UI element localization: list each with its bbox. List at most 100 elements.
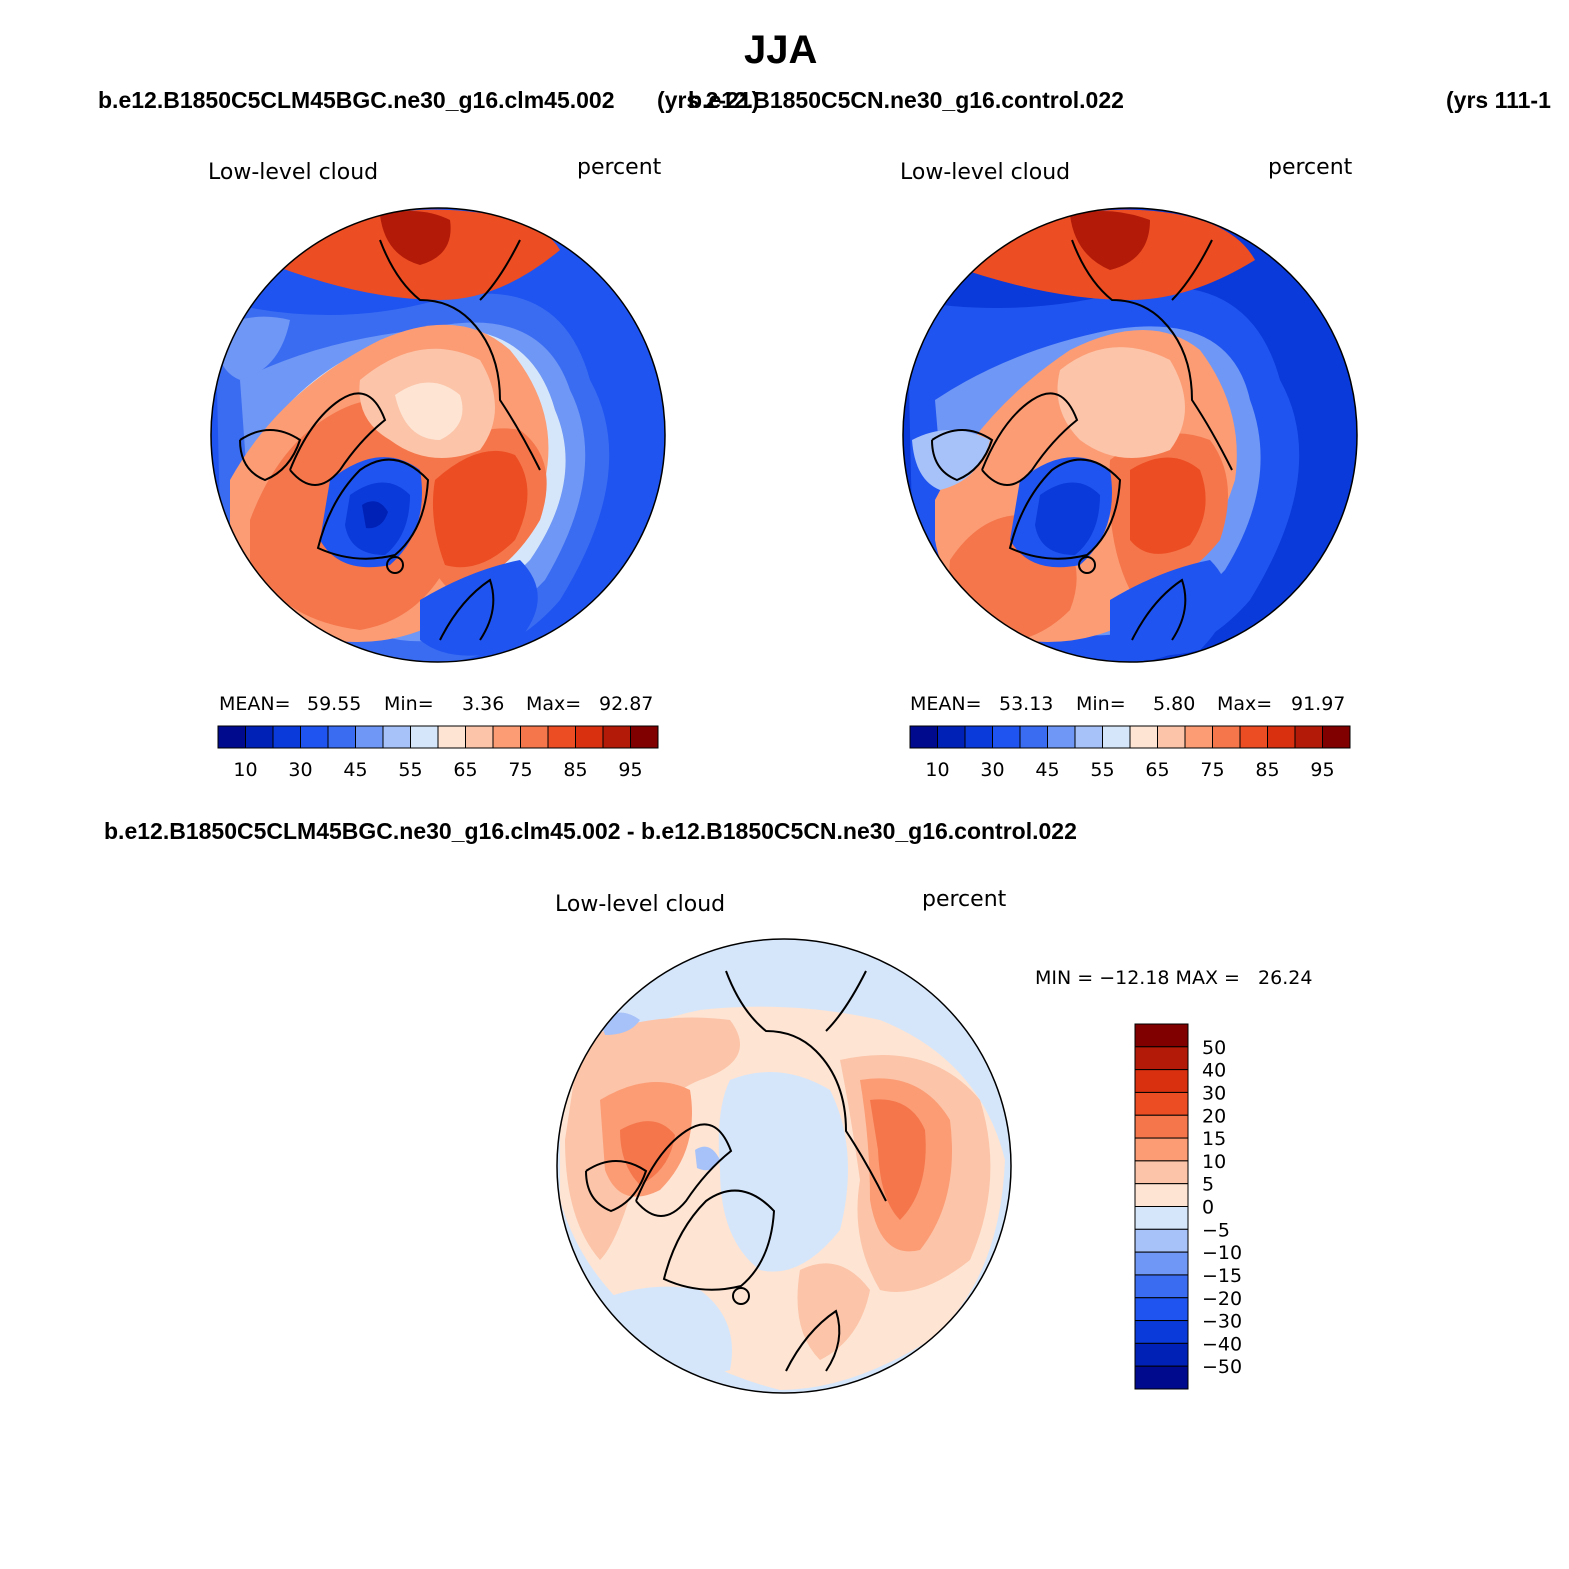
panel2-map-border bbox=[902, 207, 1358, 663]
panel3-colorbar-tick-label: 0 bbox=[1202, 1197, 1214, 1219]
panel2-max-label: Max= bbox=[1217, 693, 1273, 715]
panel2-colorbar-box bbox=[1129, 725, 1158, 749]
coastline bbox=[1071, 239, 1233, 471]
coastline bbox=[316, 458, 430, 560]
panel2-colorbar-box bbox=[909, 725, 938, 749]
panel2-colorbar-box bbox=[937, 725, 966, 749]
panel2-colorbar-tick-label: 30 bbox=[980, 759, 1004, 781]
panel1-colorbar-box bbox=[465, 725, 494, 749]
panel2-colorbar-box bbox=[1294, 725, 1323, 749]
panel1-colorbar-box bbox=[272, 725, 301, 749]
panel3-coastlines bbox=[585, 970, 887, 1372]
coastline bbox=[725, 970, 887, 1202]
panel3-units-label: percent bbox=[922, 887, 1007, 912]
panel2-colorbar-box bbox=[1047, 725, 1076, 749]
panel3-map-border bbox=[556, 938, 1012, 1394]
panel1-colorbar-box bbox=[355, 725, 384, 749]
coastline bbox=[439, 578, 495, 641]
panel2-mean-label: MEAN= bbox=[910, 693, 982, 715]
panel1-colorbar-tick-label: 10 bbox=[233, 759, 257, 781]
coastline bbox=[1008, 458, 1122, 560]
panel2-field-contour bbox=[1070, 211, 1150, 270]
coastline bbox=[289, 392, 387, 486]
panel1-field-contour bbox=[380, 211, 451, 265]
panel3-colorbar-tick-label: −20 bbox=[1202, 1288, 1242, 1310]
panel1-colorbar: 10 30 45 55 65 75 85 95 bbox=[217, 725, 659, 781]
panel1-variable-label: Low-level cloud bbox=[208, 160, 379, 185]
panel3-variable-label: Low-level cloud bbox=[555, 892, 726, 917]
panel1-colorbar-tick-label: 55 bbox=[398, 759, 422, 781]
panel3-field-contour bbox=[870, 1099, 926, 1220]
panel2-min-label: Min= bbox=[1076, 693, 1126, 715]
panel3-field-contour bbox=[695, 1146, 720, 1171]
case2-years: (yrs 111-1 bbox=[1446, 87, 1551, 113]
panel1-colorbar-tick-label: 65 bbox=[453, 759, 477, 781]
panel1-colorbar-tick-label: 45 bbox=[343, 759, 367, 781]
panel1-colorbar-box bbox=[492, 725, 521, 749]
panel3-field-contour bbox=[565, 1017, 740, 1260]
panel2-colorbar: 10 30 45 55 65 75 85 95 bbox=[909, 725, 1351, 781]
panel1-field-contour bbox=[432, 450, 528, 568]
coastline bbox=[931, 429, 994, 482]
panel3-map bbox=[557, 939, 1011, 1393]
panel1-field-contour bbox=[395, 382, 463, 440]
coastline bbox=[585, 1160, 648, 1213]
panel3-minmax-label: MIN = −12.18 MAX = 26.24 bbox=[1035, 967, 1313, 989]
panel2-colorbar-box bbox=[1267, 725, 1296, 749]
panel3-field-contour bbox=[620, 1121, 675, 1185]
panel1-colorbar-box bbox=[245, 725, 274, 749]
panel1-mean-label: MEAN= bbox=[219, 693, 291, 715]
panel1-field-contour bbox=[420, 560, 538, 656]
panel2-colorbar-tick-label: 75 bbox=[1200, 759, 1224, 781]
panel1-colorbar-box bbox=[300, 725, 329, 749]
panel1-colorbar-tick-label: 85 bbox=[563, 759, 587, 781]
coastline bbox=[732, 1287, 750, 1305]
panel2-max-value: 91.97 bbox=[1291, 693, 1346, 715]
coastline bbox=[479, 239, 521, 301]
panel3-colorbar-box bbox=[1134, 1183, 1189, 1207]
panel1-units-label: percent bbox=[577, 155, 662, 180]
panel3-colorbar-tick-label: −50 bbox=[1202, 1356, 1242, 1378]
panel2-field-contour bbox=[1035, 482, 1100, 555]
coastline bbox=[1078, 556, 1096, 574]
panel1-colorbar-box bbox=[602, 725, 631, 749]
panel1-colorbar-tick-label: 30 bbox=[288, 759, 312, 781]
panel1-map bbox=[211, 208, 665, 662]
panel2-colorbar-box bbox=[1322, 725, 1351, 749]
coastline bbox=[379, 239, 541, 471]
panel3-colorbar-tick-label: 10 bbox=[1202, 1151, 1226, 1173]
panel3-colorbar-tick-label: 20 bbox=[1202, 1105, 1226, 1127]
coastline bbox=[1171, 239, 1213, 301]
panel3-colorbar-tick-label: −10 bbox=[1202, 1242, 1242, 1264]
panel1-map-border bbox=[210, 207, 666, 663]
diff-heading: b.e12.B1850C5CLM45BGC.ne30_g16.clm45.002… bbox=[104, 818, 1077, 844]
panel1-colorbar-box bbox=[547, 725, 576, 749]
panel2-map bbox=[903, 208, 1357, 662]
panel3-colorbar-tick-label: −40 bbox=[1202, 1333, 1242, 1355]
panel2-colorbar-box bbox=[1102, 725, 1131, 749]
panel2-colorbar-box bbox=[1239, 725, 1268, 749]
panel3-colorbar-box bbox=[1134, 1137, 1189, 1162]
panel3-colorbar-box bbox=[1134, 1365, 1189, 1390]
panel3-colorbar-tick-label: 40 bbox=[1202, 1060, 1226, 1082]
panel2-colorbar-tick-label: 45 bbox=[1035, 759, 1059, 781]
panel2-colorbar-tick-label: 65 bbox=[1145, 759, 1169, 781]
panel2-colorbar-box bbox=[992, 725, 1021, 749]
panel1-min-label: Min= bbox=[384, 693, 434, 715]
coastline bbox=[785, 1309, 841, 1372]
panel3-colorbar-box bbox=[1134, 1091, 1189, 1116]
panel1-colorbar-box bbox=[575, 725, 604, 749]
panel2-colorbar-box bbox=[1157, 725, 1186, 749]
panel2-field-contour bbox=[1130, 457, 1206, 554]
panel2-field-contour bbox=[1110, 560, 1228, 656]
panel2-min-value: 5.80 bbox=[1153, 693, 1196, 715]
panel3-colorbar-box bbox=[1134, 1297, 1189, 1322]
panel2-colorbar-box bbox=[1212, 725, 1241, 749]
panel3-colorbar-box bbox=[1134, 1023, 1189, 1048]
panel1-colorbar-box bbox=[437, 725, 466, 749]
panel3-colorbar-box bbox=[1134, 1342, 1189, 1367]
panel3-colorbar-tick-label: −5 bbox=[1202, 1219, 1230, 1241]
panel1-max-label: Max= bbox=[526, 693, 582, 715]
panel3-field-contour bbox=[600, 1286, 732, 1375]
